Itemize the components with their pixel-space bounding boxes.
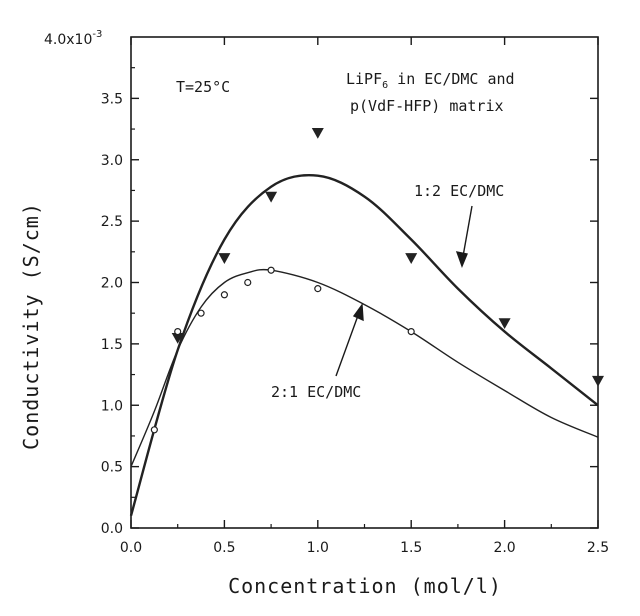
data-markers (150, 127, 604, 434)
data-point-1-2 (498, 318, 511, 330)
y-tick-label: 1.5 (101, 337, 123, 353)
y-tick-label: 2.0 (101, 276, 123, 292)
y-tick-label: 0.5 (101, 460, 123, 476)
data-point-1-2 (218, 253, 231, 264)
arrow-2-1-head (352, 303, 364, 322)
data-point-1-2 (592, 375, 604, 387)
data-point-2-1 (244, 278, 252, 287)
y-axis-title: Conductivity (S/cm) (19, 202, 43, 450)
data-point-2-1 (267, 266, 275, 274)
y-scale-label: 4.0x10-3 (44, 29, 102, 48)
data-point-2-1 (407, 328, 415, 336)
data-point-1-2 (311, 127, 324, 139)
data-point-2-1 (220, 291, 228, 299)
y-scale-exponent: -3 (92, 29, 102, 40)
arrow-1-2-head (455, 251, 468, 268)
annotation-arrows (335, 205, 473, 377)
data-point-1-2 (171, 332, 184, 344)
system-salt-subscript: 6 (382, 80, 388, 91)
y-tick-label: 3.0 (101, 153, 123, 169)
data-point-2-1 (150, 426, 158, 434)
data-point-1-2 (265, 191, 278, 203)
x-tick-label: 0.5 (213, 540, 235, 556)
series-label-1-2: 1:2 EC/DMC (414, 182, 504, 200)
data-point-2-1 (314, 285, 322, 293)
y-tick-label: 0.0 (101, 521, 123, 537)
series-label-2-1: 2:1 EC/DMC (271, 383, 361, 401)
x-axis-title: Concentration (mol/l) (228, 574, 502, 598)
axis-ticks: 0.0 0.5 1.0 1.5 2.0 2.5 0.0 0.5 1.0 1.5 2.0 2.5 3.0 3… (101, 37, 609, 556)
data-point-2-1 (197, 309, 205, 317)
x-tick-label: 1.5 (400, 540, 422, 556)
x-tick-label: 1.0 (307, 540, 329, 556)
x-tick-label: 0.0 (120, 540, 142, 556)
arrow-2-1-shaft (335, 309, 361, 377)
data-point-1-2 (405, 253, 418, 264)
fit-curves (129, 174, 599, 517)
temperature-annotation: T=25°C (176, 78, 230, 96)
data-point-2-1 (174, 328, 182, 336)
y-tick-label: 2.5 (101, 214, 123, 230)
y-tick-label: 1.0 (101, 398, 123, 414)
y-tick-label: 3.5 (101, 91, 123, 107)
x-tick-label: 2.0 (493, 540, 515, 556)
fit-curve-2-1 (130, 268, 599, 467)
y-scale-base: 4.0x10 (44, 32, 92, 48)
system-annotation-line1: LiPF6 in EC/DMC and (346, 70, 515, 91)
fit-curve-1-2 (129, 174, 599, 517)
x-tick-label: 2.5 (587, 540, 609, 556)
system-salt: LiPF (346, 70, 382, 88)
system-annotation-line2: p(VdF-HFP) matrix (350, 97, 504, 115)
system-solvent: in EC/DMC and (388, 70, 514, 88)
